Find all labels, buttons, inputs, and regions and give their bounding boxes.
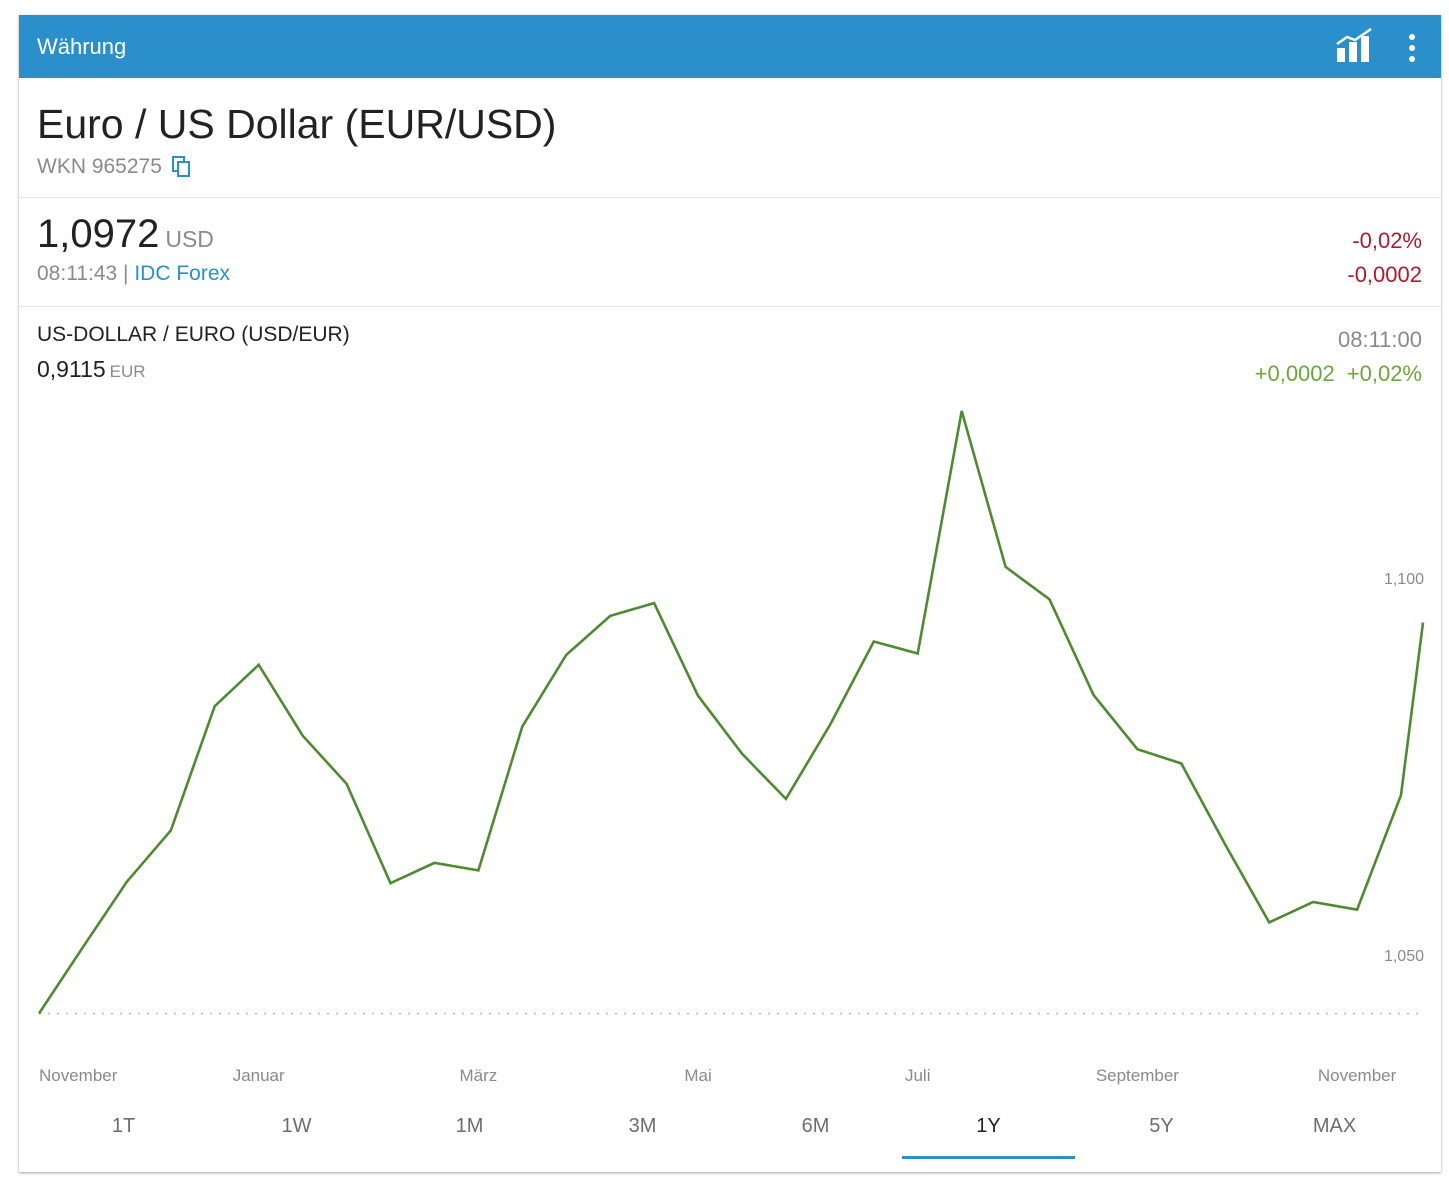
x-tick-label: Juli: [905, 1066, 931, 1085]
inverse-change-percent: +0,02%: [1346, 361, 1422, 386]
chart-icon[interactable]: [1335, 28, 1373, 64]
x-tick-label: Januar: [233, 1066, 285, 1085]
price-row: 1,0972 USD: [37, 212, 214, 257]
tab-6m[interactable]: 6M: [801, 1115, 830, 1137]
tab-5y[interactable]: 5Y: [1149, 1115, 1174, 1137]
app-bar-title: Währung: [37, 34, 127, 59]
range-tabs: 1T 1W 1M 3M 6M 1Y 5Y MAX: [37, 1103, 1421, 1161]
price-source-link[interactable]: IDC Forex: [134, 262, 231, 285]
change-absolute: -0,0002: [1347, 262, 1422, 287]
price-currency: USD: [165, 226, 214, 252]
x-tick-label: November: [39, 1066, 118, 1085]
copy-icon[interactable]: [171, 156, 192, 178]
price-meta: 08:11:43 | IDC Forex: [37, 262, 230, 286]
inverse-change: +0,0002 +0,02%: [1255, 361, 1422, 387]
tab-1y[interactable]: 1Y: [902, 1103, 1075, 1161]
change-percent: -0,02%: [1352, 228, 1422, 253]
inverse-currency: EUR: [109, 362, 146, 381]
y-tick-label: 1,050: [1384, 948, 1424, 965]
price-time: 08:11:43 |: [37, 262, 129, 285]
inverse-change-absolute: +0,0002: [1254, 361, 1335, 386]
inverse-value: 0,9115: [37, 356, 106, 382]
series-line: [37, 410, 1425, 1015]
tab-3m[interactable]: 3M: [628, 1115, 657, 1137]
more-vert-icon[interactable]: [1405, 33, 1419, 63]
app-bar: Währung: [19, 15, 1441, 78]
x-tick-label: Mai: [684, 1066, 711, 1085]
y-tick-label: 1,100: [1384, 571, 1424, 588]
inverse-pair-name: US-DOLLAR / EURO (USD/EUR): [37, 323, 350, 346]
divider: [19, 306, 1441, 307]
inverse-value-row: 0,9115 EUR: [37, 356, 146, 383]
price-value: 1,0972: [37, 212, 160, 256]
wkn-label: WKN 965275: [37, 155, 162, 178]
instrument-title: Euro / US Dollar (EUR/USD): [37, 101, 557, 147]
tab-1m[interactable]: 1M: [455, 1115, 484, 1137]
currency-card: Währung Euro / US Dollar (EUR/USD) WKN 9…: [19, 15, 1441, 1172]
x-tick-label: März: [459, 1066, 497, 1085]
wkn-row: WKN 965275: [37, 155, 192, 179]
x-tick-label: November: [1318, 1066, 1397, 1085]
divider: [19, 197, 1441, 198]
tab-max[interactable]: MAX: [1312, 1115, 1357, 1137]
inverse-time: 08:11:00: [1337, 327, 1422, 352]
x-tick-label: September: [1096, 1066, 1179, 1085]
tab-1t[interactable]: 1T: [111, 1115, 136, 1137]
tab-1w[interactable]: 1W: [281, 1115, 312, 1137]
price-chart: 1,050 1,100 November Januar März Mai Juli Septe…: [37, 410, 1425, 1085]
